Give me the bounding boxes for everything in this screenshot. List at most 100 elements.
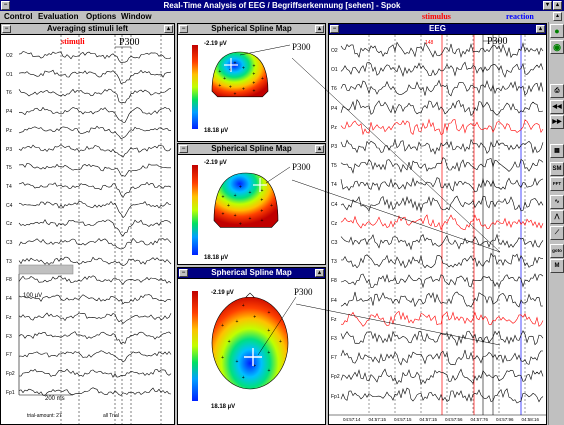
map-system-icon[interactable]: − xyxy=(179,269,188,277)
electrode-marker: + xyxy=(267,310,270,316)
goto-icon[interactable]: goto xyxy=(550,244,564,258)
electrode-marker: + xyxy=(261,76,264,82)
right-toolbar: ● ◉ ⎙ ◀◀ ▶▶ ▦ SM FFT ∿ ⋀ ⟋ goto M xyxy=(548,22,564,425)
averaging-system-icon[interactable]: − xyxy=(2,25,11,33)
minimize-icon[interactable]: ▾ xyxy=(543,1,552,10)
eeg-channel-label: T6 xyxy=(331,86,337,93)
averaging-channel-label: P3 xyxy=(6,146,13,153)
p300-leader-line xyxy=(265,166,291,184)
print-icon[interactable]: ⎙ xyxy=(550,84,564,98)
averaging-channel-label: F8 xyxy=(6,277,12,284)
map-p300-label: P300 xyxy=(292,162,311,172)
eeg-channel-label: P4 xyxy=(331,105,338,112)
eeg-system-icon[interactable]: − xyxy=(330,25,339,33)
electrode-marker: + xyxy=(267,350,270,356)
electrode-marker: + xyxy=(267,368,270,374)
menu-control[interactable]: Control xyxy=(4,12,33,21)
menu-evaluation[interactable]: Evaluation xyxy=(38,12,79,21)
map-system-icon[interactable]: − xyxy=(179,25,188,33)
menu-options[interactable]: Options xyxy=(86,12,117,21)
spline-map-window-3: − Spherical Spline Map ▴ + + + + + + + + + + + + + + … xyxy=(177,267,326,425)
electrode-marker: + xyxy=(260,209,263,215)
color-scale-bar xyxy=(192,45,198,129)
eeg-channel-label: O2 xyxy=(331,48,338,54)
electrode-marker: + xyxy=(252,81,255,87)
eeg-time-label: 04:57:15 xyxy=(368,417,387,422)
map-min-label: -2.19 µV xyxy=(204,41,227,47)
scale-voltage-label: 100 µV xyxy=(23,293,43,299)
electrode-marker: + xyxy=(234,61,237,67)
averaging-trace xyxy=(18,256,172,266)
marker-icon[interactable]: M xyxy=(550,259,564,273)
averaging-trace xyxy=(18,219,172,237)
averaging-trace xyxy=(18,294,172,305)
rewind-icon[interactable]: ◀◀ xyxy=(550,100,564,114)
averaging-trace xyxy=(18,275,172,285)
forward-icon[interactable]: ▶▶ xyxy=(550,115,564,129)
fft-icon[interactable]: FFT xyxy=(550,177,564,191)
eeg-time-label: 04:58:16 xyxy=(521,417,540,422)
averaging-channel-label: C3 xyxy=(6,240,13,246)
eeg-plot xyxy=(329,35,546,416)
map-title-bar: − Spherical Spline Map ▴ xyxy=(178,144,325,155)
eeg-p300-label: P300 xyxy=(487,36,508,47)
electrode-marker: + xyxy=(248,216,251,222)
electrode-marker: + xyxy=(234,193,237,199)
averaging-trace xyxy=(18,144,172,158)
electrode-marker: + xyxy=(242,65,245,71)
map-title-bar: − Spherical Spline Map ▴ xyxy=(178,24,325,35)
averaging-channel-label: F4 xyxy=(6,296,12,303)
eeg-channel-label: F7 xyxy=(331,355,337,362)
map-title: Spherical Spline Map xyxy=(211,144,292,153)
electrode-marker: + xyxy=(234,91,237,97)
averaging-channel-label: C4 xyxy=(6,202,13,209)
record-icon[interactable]: ● xyxy=(550,24,564,38)
averaging-maximize-icon[interactable]: ▴ xyxy=(164,25,173,33)
system-menu-icon[interactable]: − xyxy=(1,1,10,10)
menu-window[interactable]: Window xyxy=(121,12,152,21)
map-system-icon[interactable]: − xyxy=(179,145,188,153)
averaging-trace xyxy=(18,125,172,139)
eeg-maximize-icon[interactable]: ▴ xyxy=(536,25,545,33)
eeg-trace xyxy=(340,252,544,269)
all-trials-label: all Trial xyxy=(103,413,119,419)
eeg-channel-label: C4 xyxy=(331,201,338,208)
title-bar: − Real-Time Analysis of EEG / Begriffser… xyxy=(0,0,564,11)
eeg-channel-label: F4 xyxy=(331,297,337,304)
color-scale-bar xyxy=(192,291,198,401)
map-maximize-icon[interactable]: ▴ xyxy=(315,269,324,277)
averaging-trace xyxy=(18,312,172,324)
wave-icon[interactable]: ∿ xyxy=(550,195,564,209)
map-maximize-icon[interactable]: ▴ xyxy=(315,145,324,153)
eeg-title: EEG xyxy=(429,24,446,33)
map-max-label: 18.18 µV xyxy=(204,255,229,261)
electrode-marker: + xyxy=(221,355,224,361)
map-maximize-icon[interactable]: ▴ xyxy=(315,25,324,33)
maximize-icon[interactable]: ▴ xyxy=(553,1,562,10)
averaging-channel-label: O2 xyxy=(6,53,13,59)
eeg-time-label: 04:57:14 xyxy=(343,417,361,422)
eeg-channel-label: Pz xyxy=(331,124,337,131)
averaging-channel-label: F7 xyxy=(6,352,12,359)
eeg-channel-label: T5 xyxy=(331,163,337,170)
keypad-icon[interactable]: ▦ xyxy=(550,144,564,158)
spike-icon[interactable]: ⋀ xyxy=(550,210,564,224)
averaging-trace xyxy=(18,51,172,64)
electrode-marker: + xyxy=(253,314,256,320)
averaging-channel-label: Pz xyxy=(6,127,12,134)
eeg-channel-label: C3 xyxy=(331,240,338,246)
eeg-channel-label: Fz xyxy=(331,316,337,323)
electrode-marker: + xyxy=(252,71,255,77)
stop-icon[interactable]: ◉ xyxy=(550,40,564,54)
mdi-restore-icon[interactable]: ▴ xyxy=(553,12,562,21)
electrode-marker: + xyxy=(270,203,273,209)
electrode-marker: + xyxy=(253,64,256,70)
color-scale-bar xyxy=(192,165,198,255)
slope-icon[interactable]: ⟋ xyxy=(550,226,564,240)
menu-bar: Control Evaluation Options Window stimul… xyxy=(0,11,564,22)
averaging-trace xyxy=(18,181,172,199)
electrode-marker: + xyxy=(261,218,264,224)
eeg-channel-label: P3 xyxy=(331,144,338,150)
electrode-marker: + xyxy=(279,339,282,345)
sm-icon[interactable]: SM xyxy=(550,162,564,176)
